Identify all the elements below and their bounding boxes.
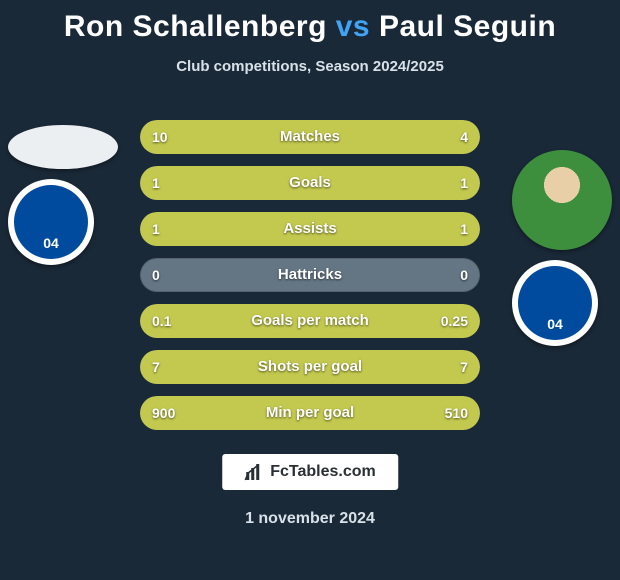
player1-photo bbox=[8, 125, 118, 169]
stat-label: Assists bbox=[140, 212, 480, 246]
stat-label: Goals per match bbox=[140, 304, 480, 338]
stat-row: 00Hattricks bbox=[140, 258, 480, 292]
player2-column: 04 bbox=[512, 150, 612, 346]
club-logo-inner: 04 bbox=[518, 266, 592, 340]
stat-label: Hattricks bbox=[140, 258, 480, 292]
stat-row: 0.10.25Goals per match bbox=[140, 304, 480, 338]
player2-club-logo: 04 bbox=[512, 260, 598, 346]
branding-badge: FcTables.com bbox=[222, 454, 398, 490]
stat-bars: 104Matches 11Goals 11Assists 00Hattricks 0.1… bbox=[140, 120, 480, 442]
stat-label: Matches bbox=[140, 120, 480, 154]
stat-row: 11Goals bbox=[140, 166, 480, 200]
subtitle: Club competitions, Season 2024/2025 bbox=[0, 58, 620, 75]
club-logo-inner: 04 bbox=[14, 185, 88, 259]
bar-chart-icon bbox=[244, 462, 264, 482]
player1-club-logo: 04 bbox=[8, 179, 94, 265]
stat-label: Shots per goal bbox=[140, 350, 480, 384]
stat-label: Min per goal bbox=[140, 396, 480, 430]
stat-row: 104Matches bbox=[140, 120, 480, 154]
chart-area: 04 104Matches 11Goals 11Assists 00Hattricks… bbox=[0, 110, 620, 440]
date-label: 1 november 2024 bbox=[0, 510, 620, 528]
stat-label: Goals bbox=[140, 166, 480, 200]
stat-row: 11Assists bbox=[140, 212, 480, 246]
title-player1: Ron Schallenberg bbox=[64, 10, 327, 43]
comparison-infographic: Ron Schallenberg vs Paul Seguin Club com… bbox=[0, 0, 620, 580]
stat-row: 900510Min per goal bbox=[140, 396, 480, 430]
club-logo-text: 04 bbox=[43, 235, 59, 259]
title-vs: vs bbox=[336, 10, 370, 43]
title-player2: Paul Seguin bbox=[379, 10, 556, 43]
branding-text: FcTables.com bbox=[270, 463, 376, 481]
player1-column: 04 bbox=[8, 125, 118, 265]
stat-row: 77Shots per goal bbox=[140, 350, 480, 384]
player2-photo bbox=[512, 150, 612, 250]
club-logo-text: 04 bbox=[547, 316, 563, 340]
title: Ron Schallenberg vs Paul Seguin bbox=[0, 0, 620, 44]
